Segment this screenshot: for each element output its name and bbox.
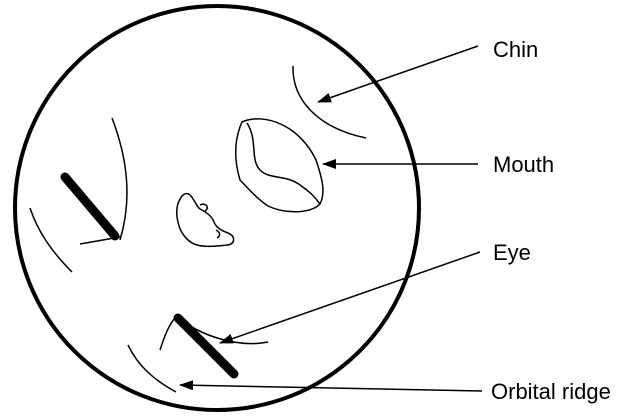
orbital-ridge-arrow [179, 380, 483, 392]
lower-brow-line [159, 317, 176, 351]
chin-arrow [317, 45, 479, 103]
mouth-label: Mouth [493, 152, 554, 177]
chin-curve [292, 65, 367, 139]
left-lower-curve [29, 207, 73, 273]
left-eye-bar [60, 172, 120, 241]
eye-label: Eye [493, 240, 531, 265]
outer-circle [13, 4, 421, 412]
orbital-ridge-curve [127, 344, 177, 393]
eye-arrow [219, 251, 481, 344]
nose-outline [176, 192, 235, 248]
chin-label: Chin [493, 37, 538, 62]
orbital-ridge-label: Orbital ridge [491, 379, 611, 404]
nose-nostril [199, 203, 208, 212]
mouth-outline [235, 118, 324, 213]
left-orbital-ridge-curve [111, 117, 128, 241]
mouth-inner-line [246, 122, 321, 205]
lower-eye-bar [173, 313, 239, 379]
nose-tip [215, 229, 221, 239]
